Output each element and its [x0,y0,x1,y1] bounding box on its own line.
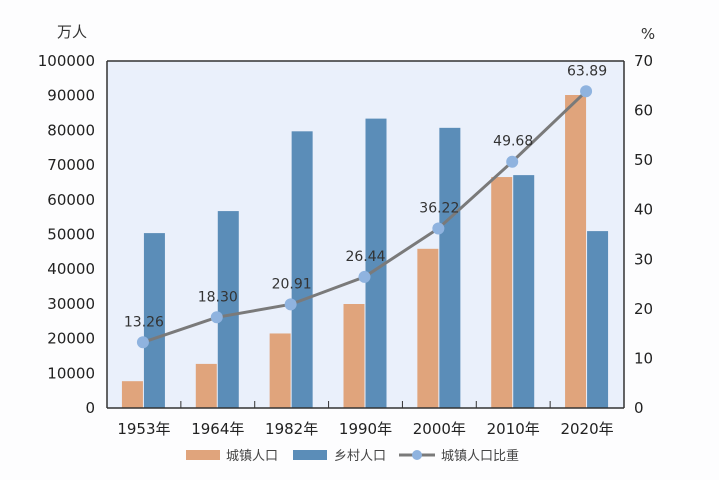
right-tick-label: 70 [634,52,653,70]
rural-bar [587,231,609,408]
ratio-marker [210,311,223,324]
x-tick-label: 1990年 [339,420,392,438]
rural-bar [291,131,313,408]
left-tick-label: 90000 [47,87,95,105]
x-tick-label: 2010年 [487,420,540,438]
legend-label-rural: 乡村人口 [334,449,386,464]
rural-bar [513,175,535,408]
x-tick-label: 1964年 [191,420,244,438]
urban-bars [121,95,587,409]
legend-swatch-urban [186,450,220,460]
rural-bar [217,211,239,408]
urban-bar [343,304,365,408]
ratio-data-label: 36.22 [419,200,459,216]
right-tick-label: 10 [634,349,653,367]
left-tick-label: 50000 [47,226,95,244]
left-tick-label: 80000 [47,121,95,139]
urban-bar [417,248,439,408]
legend-swatch-marker [412,450,422,460]
ratio-data-label: 26.44 [345,249,385,265]
rural-bars [143,118,609,409]
ratio-marker [284,298,297,311]
right-axis-ticks: 0 10 20 30 40 50 60 70 [634,52,653,417]
right-tick-label: 30 [634,250,653,268]
urban-bar [491,177,513,408]
left-tick-label: 0 [85,399,95,417]
urban-ratio-line: 13.26 18.30 20.91 26.44 36.22 49.68 63.89 [124,63,607,349]
rural-bar [365,118,387,408]
right-tick-label: 40 [634,201,653,219]
ratio-data-label: 49.68 [493,134,533,150]
x-tick-label: 1982年 [265,420,318,438]
rural-bar [143,233,165,408]
legend-label-ratio: 城镇人口比重 [441,448,519,464]
left-tick-label: 70000 [47,156,95,174]
left-tick-label: 10000 [47,364,95,382]
x-tick-label: 2020年 [560,420,613,438]
x-tick-label: 1953年 [117,420,170,438]
legend-swatch-rural [293,450,327,460]
legend: 城镇人口 乡村人口 城镇人口比重 [186,448,519,464]
rural-bar [439,127,461,409]
ratio-marker [506,155,519,168]
urban-bar [195,363,217,408]
x-ticks: 1953年 1964年 1982年 1990年 2000年 2010年 2020年 [106,401,625,438]
ratio-data-label: 18.30 [198,289,238,305]
urban-bar [121,381,143,408]
right-tick-label: 20 [634,300,653,318]
right-tick-label: 60 [634,102,653,120]
urban-bar [565,95,587,409]
left-tick-label: 40000 [47,260,95,278]
left-tick-label: 100000 [38,52,95,70]
ratio-data-label: 13.26 [124,314,164,330]
urban-bar [269,333,291,408]
left-tick-label: 60000 [47,191,95,209]
left-axis-unit: 万人 [57,23,87,41]
right-tick-label: 50 [634,151,653,169]
ratio-marker [432,222,445,235]
left-tick-label: 30000 [47,295,95,313]
left-axis-ticks: 0 10000 20000 30000 40000 50000 60000 70000 8000… [38,52,95,417]
ratio-marker [358,270,371,283]
right-tick-label: 0 [634,399,644,417]
x-tick-label: 2000年 [413,420,466,438]
ratio-marker [136,336,149,349]
right-axis-unit: % [641,25,655,43]
ratio-data-label: 20.91 [272,276,312,292]
legend-label-urban: 城镇人口 [226,449,278,464]
left-tick-label: 20000 [47,330,95,348]
ratio-data-label: 63.89 [567,63,607,79]
ratio-marker [580,85,593,98]
